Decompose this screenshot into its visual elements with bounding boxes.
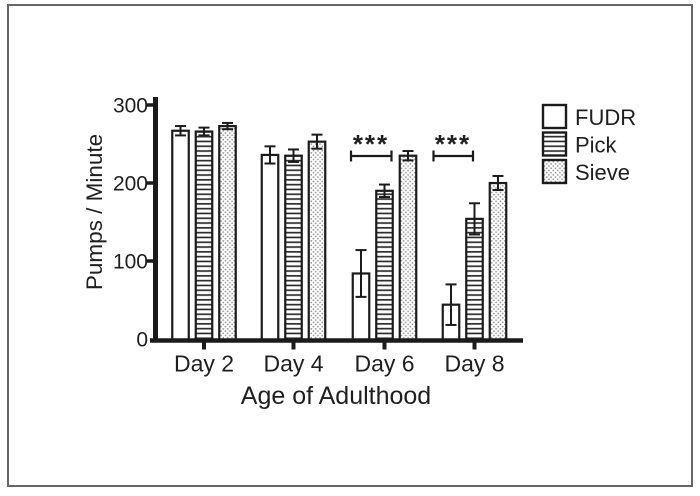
y-tick-label-200: 200 [113, 173, 148, 196]
error-bar-fudr-day-4 [264, 145, 276, 165]
y-tick-label-0: 0 [136, 329, 148, 352]
bar-sieve-day-6 [398, 154, 418, 343]
error-bar-pick-day-6 [379, 183, 390, 199]
error-bar-sieve-day-6 [402, 150, 414, 162]
category-label-day-8: Day 8 [444, 351, 504, 377]
x-axis-label: Age of Adulthood [241, 382, 431, 410]
figure-border [7, 4, 693, 487]
bar-pick-day-4 [284, 154, 303, 343]
bar-pick-day-2 [194, 130, 214, 343]
legend-swatch-sieve [541, 158, 568, 185]
legend-label-pick: Pick [575, 133, 618, 158]
bar-pick-day-6 [375, 189, 394, 343]
error-bar-sieve-day-4 [311, 133, 323, 150]
bar-fudr-day-2 [171, 129, 190, 343]
sig-bracket-day-6 [349, 150, 393, 162]
bar-pick-day-8 [465, 217, 484, 343]
error-bar-sieve-day-8 [492, 174, 504, 192]
category-label-day-6: Day 6 [354, 351, 414, 377]
category-label-day-2: Day 2 [174, 351, 234, 377]
y-axis-label: Pumps / Minute [82, 134, 107, 290]
error-bar-fudr-day-2 [175, 125, 186, 137]
legend-label-fudr: FUDR [575, 105, 636, 130]
bar-sieve-day-2 [218, 124, 237, 343]
y-tick-label-100: 100 [113, 251, 148, 274]
error-bar-pick-day-2 [198, 126, 210, 137]
error-bar-pick-day-8 [469, 202, 480, 236]
legend-swatch-pick [541, 131, 568, 157]
legend-label-sieve: Sieve [575, 160, 630, 185]
legend-swatch-fudr [541, 103, 568, 130]
error-bar-fudr-day-8 [445, 283, 457, 326]
sig-bracket-day-8 [432, 150, 475, 162]
y-tick-label-300: 300 [113, 95, 148, 118]
sig-stars-day-8: *** [435, 129, 471, 159]
error-bar-sieve-day-2 [222, 121, 233, 131]
category-label-day-4: Day 4 [263, 351, 323, 377]
bar-fudr-day-4 [260, 153, 280, 343]
sig-stars-day-6: *** [353, 129, 389, 159]
bar-sieve-day-8 [488, 181, 508, 343]
bar-sieve-day-4 [307, 140, 327, 343]
error-bar-pick-day-4 [288, 148, 299, 163]
error-bar-fudr-day-6 [355, 249, 367, 298]
